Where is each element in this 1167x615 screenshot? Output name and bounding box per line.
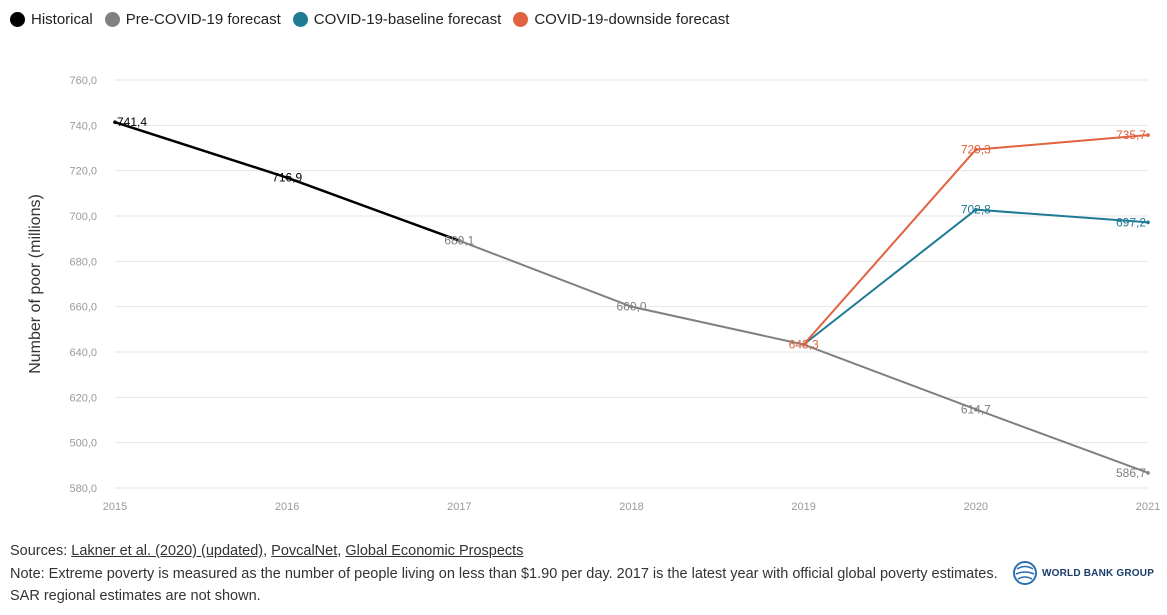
data-label: 614,7 <box>961 402 991 416</box>
data-point <box>1146 133 1150 137</box>
data-point <box>1146 220 1150 225</box>
logo-text: WORLD BANK GROUP <box>1042 567 1155 579</box>
y-tick-label: 740,0 <box>69 120 97 132</box>
footnote: Note: Extreme poverty is measured as the… <box>10 566 998 604</box>
legend-swatch-pre-covid <box>104 11 120 27</box>
y-tick-label: 640,0 <box>69 347 97 359</box>
data-label: 741,4 <box>117 115 147 129</box>
y-tick-label: 580,0 <box>69 483 97 495</box>
line-chart: 760,0 740,0 720,0 700,0 680,0 660,0 640,0 620,0… <box>27 75 1160 513</box>
data-point <box>285 175 289 180</box>
x-tick-label: 2019 <box>791 501 815 513</box>
data-point <box>457 238 462 243</box>
data-label: 586,7 <box>1116 466 1146 480</box>
data-point <box>974 147 978 152</box>
y-tick-label: 680,0 <box>69 256 97 268</box>
x-tick-label: 2015 <box>103 501 127 513</box>
legend-label-downside: COVID-19-downside forecast <box>534 10 730 28</box>
data-label: 697,2 <box>1116 215 1146 229</box>
y-tick-label: 660,0 <box>69 302 97 314</box>
legend-label-historical: Historical <box>31 10 93 28</box>
data-label: 735,7 <box>1116 128 1146 142</box>
data-point <box>1146 471 1150 475</box>
data-point <box>974 207 978 212</box>
legend-label-baseline: COVID-19-baseline forecast <box>313 10 502 28</box>
series-line-2 <box>458 239 1149 474</box>
data-point <box>801 342 806 347</box>
x-tick-label: 2017 <box>447 501 471 513</box>
legend-swatch-downside <box>513 11 529 27</box>
legend-item-historical: Historical <box>10 11 93 28</box>
x-tick-label: 2020 <box>964 501 988 513</box>
legend-label-pre-covid: Pre-COVID-19 forecast <box>125 10 281 28</box>
data-point <box>629 304 634 309</box>
x-tick-label: 2021 <box>1136 501 1160 513</box>
y-tick-label: 620,0 <box>69 392 97 404</box>
sources-line: Sources: Lakner et al. (2020) (updated),… <box>10 543 524 559</box>
legend-item-downside: COVID-19-downside forecast <box>513 11 729 28</box>
source-link-povcalnet[interactable]: PovcalNet <box>271 543 338 559</box>
world-bank-logo: WORLD BANK GROUP <box>1012 560 1154 586</box>
chart-legend: Historical Pre-COVID-19 forecast COVID-1… <box>10 8 729 30</box>
legend-item-pre-covid: Pre-COVID-19 forecast <box>104 10 281 28</box>
data-label: 643,3 <box>789 338 819 352</box>
x-tick-label: 2016 <box>275 501 299 513</box>
legend-item-baseline: COVID-19-baseline forecast <box>292 10 502 28</box>
source-link-gep[interactable]: Global Economic Prospects <box>345 543 524 559</box>
y-tick-label: 760,0 <box>69 75 97 87</box>
y-tick-label: 700,0 <box>69 211 97 223</box>
data-label: 702,8 <box>961 203 991 217</box>
globe-icon <box>1013 561 1037 585</box>
series-line-4 <box>802 134 1149 346</box>
source-link-lakner[interactable]: Lakner et al. (2020) (updated) <box>71 543 264 559</box>
x-tick-label: 2018 <box>619 501 643 513</box>
data-label: 660,0 <box>616 300 646 314</box>
data-point <box>113 120 117 124</box>
data-label: 729,3 <box>961 143 991 157</box>
series-line-3 <box>803 208 1149 346</box>
data-label: 689,1 <box>444 234 474 248</box>
data-point <box>974 407 978 412</box>
legend-swatch-baseline <box>292 11 308 27</box>
legend-swatch-historical <box>10 11 25 27</box>
y-tick-label: 720,0 <box>69 166 97 178</box>
data-label: 716,9 <box>272 171 302 185</box>
sources-prefix: Sources: <box>10 543 72 559</box>
y-tick-label: 500,0 <box>69 438 97 450</box>
y-axis-title: Number of poor (millions) <box>27 194 44 374</box>
